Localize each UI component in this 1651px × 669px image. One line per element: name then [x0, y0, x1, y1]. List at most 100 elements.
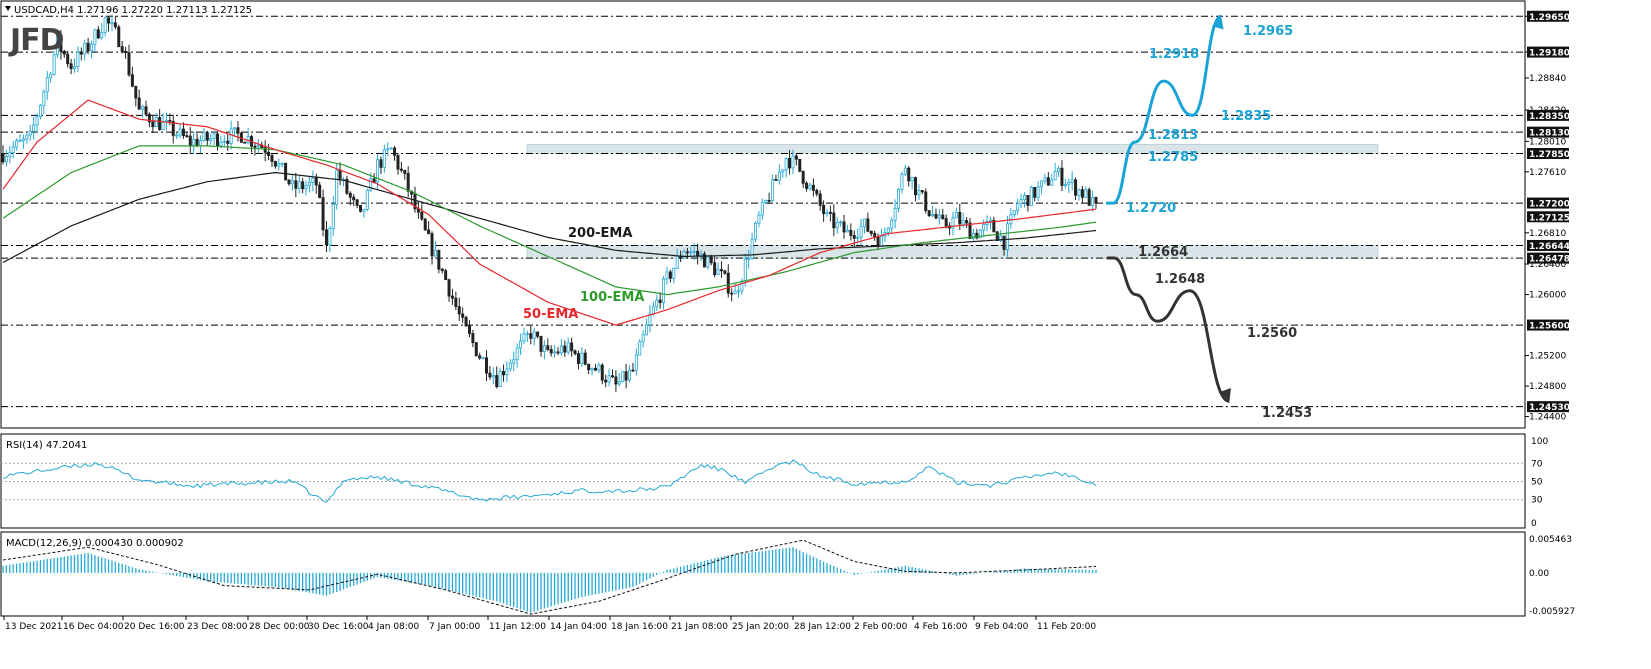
price-tag [1527, 239, 1569, 251]
candle-body [236, 127, 240, 134]
candle-body [243, 141, 247, 144]
candle-body [1, 153, 5, 163]
candle-body [113, 22, 117, 28]
candle-body [672, 267, 676, 279]
candle-body [226, 140, 230, 144]
candle-body [301, 181, 305, 190]
candle-body [879, 235, 883, 247]
time-tick-label: 11 Feb 20:00 [1037, 622, 1096, 632]
price-tick-label: 1.28840 [1529, 74, 1566, 84]
candle-body [631, 369, 635, 372]
candle-body [910, 177, 914, 182]
candle-body [96, 29, 100, 39]
candle-body [546, 345, 550, 350]
macd-series: 0.005463 0.00 -0.005927 [2, 535, 1575, 617]
candle-body [842, 221, 846, 233]
candle-body [168, 119, 172, 122]
candle-body [413, 193, 417, 210]
price-tag-label: 1.27200 [1529, 200, 1570, 210]
candle-body [519, 340, 523, 349]
price-tick-label: 1.24400 [1529, 413, 1566, 423]
candle-body [457, 306, 461, 315]
candle-body [331, 204, 335, 229]
header-dropdown-icon[interactable] [5, 6, 11, 11]
candle-body [951, 217, 955, 229]
candle-body [355, 199, 359, 206]
candle-body [403, 169, 407, 174]
candle-body [818, 193, 822, 206]
candle-body [430, 233, 434, 257]
candle-body [195, 138, 199, 147]
candle-body [597, 364, 601, 371]
candle-body [345, 178, 349, 194]
candle-body [791, 155, 795, 169]
rsi-series: 70 50 30 100 0 [1, 437, 1548, 529]
candle-body [992, 219, 996, 233]
bullish-target-label: 1.2918 [1149, 47, 1199, 62]
candle-body [216, 133, 220, 147]
candle-body [110, 22, 114, 25]
price-tag [1527, 252, 1569, 264]
candle-body [147, 113, 151, 123]
candle-body [233, 127, 237, 130]
candle-body [556, 351, 560, 354]
candle-body [641, 334, 645, 343]
candle-body [845, 229, 849, 233]
candle-body [1019, 199, 1023, 204]
candle-body [1002, 235, 1006, 250]
time-tick-label: 28 Jan 12:00 [794, 622, 851, 632]
candle-body [733, 290, 737, 295]
candle-body [924, 191, 928, 211]
candle-body [25, 134, 29, 140]
candle-body [675, 255, 679, 269]
candle-body [719, 269, 723, 272]
candle-body [931, 213, 935, 217]
price-tag [1527, 401, 1569, 413]
candle-body [318, 184, 322, 199]
candle-body [794, 155, 798, 160]
bullish-target-label: 1.2813 [1148, 128, 1198, 143]
candle-body [161, 121, 165, 130]
candle-body [90, 43, 94, 52]
candle-body [175, 134, 179, 137]
candle-body [1036, 186, 1040, 198]
candle-body [1091, 196, 1095, 206]
candle-body [192, 138, 196, 146]
time-tick-label: 25 Jan 20:00 [732, 622, 789, 632]
candle-body [137, 97, 141, 110]
candle-body [365, 189, 369, 210]
candle-body [617, 381, 621, 385]
rsi-level-label: 50 [1531, 478, 1543, 488]
candle-body [662, 278, 666, 303]
candle-body [781, 169, 785, 173]
candle-body [771, 179, 775, 202]
candle-body [736, 290, 740, 293]
candle-body [1033, 186, 1037, 198]
candle-body [372, 178, 376, 183]
candle-body [570, 342, 574, 352]
candle-body [15, 140, 19, 148]
candle-body [730, 292, 734, 295]
candle-body [474, 342, 478, 357]
price-tag [1527, 319, 1569, 331]
candle-body [580, 352, 584, 364]
candle-body [440, 268, 444, 272]
candle-body [1029, 186, 1033, 206]
candle-body [181, 128, 185, 137]
candle-body [185, 135, 189, 138]
candle-body [798, 158, 802, 172]
candle-body [988, 219, 992, 222]
candle-body [699, 253, 703, 256]
candle-body [978, 229, 982, 239]
candle-body [811, 184, 815, 191]
candle-body [396, 155, 400, 170]
candle-body [713, 262, 717, 276]
candle-body [512, 359, 516, 364]
candle-body [151, 121, 155, 128]
price-tag-label: 1.28350 [1529, 112, 1570, 122]
candle-body [890, 219, 894, 229]
candle-body [866, 218, 870, 232]
candle-body [359, 205, 363, 212]
candle-body [1087, 189, 1091, 206]
